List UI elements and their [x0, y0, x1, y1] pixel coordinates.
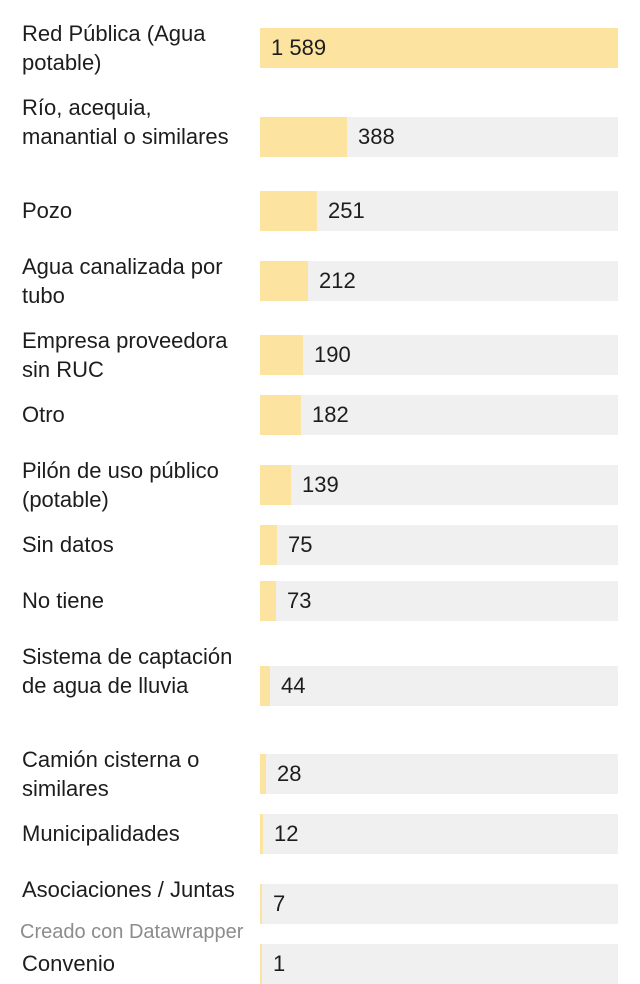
bar [260, 395, 301, 435]
bar-track: 190 [260, 335, 618, 375]
category-label: Río, acequia, manantial o similares [22, 95, 229, 149]
category-label: Otro [22, 402, 65, 427]
bar [260, 335, 303, 375]
bar [260, 191, 317, 231]
value-label: 1 589 [271, 35, 327, 60]
category-label: Pilón de uso público (potable) [22, 458, 219, 512]
category-label: Camión cisterna o similares [22, 747, 200, 801]
bar-track: 12 [260, 814, 618, 854]
value-label: 190 [314, 342, 351, 367]
bar [260, 754, 266, 794]
bar [260, 884, 262, 924]
value-label: 182 [312, 402, 349, 427]
value-label: 139 [302, 472, 339, 497]
bar-track: 182 [260, 395, 618, 435]
category-label: Agua canalizada por tubo [22, 254, 223, 308]
category-label: Convenio [22, 951, 115, 976]
bar-track: 75 [260, 525, 618, 565]
bar-track: 251 [260, 191, 618, 231]
bar [260, 944, 262, 984]
bar-track: 7 [260, 884, 618, 924]
value-label: 388 [358, 124, 395, 149]
bar-track: 1 [260, 944, 618, 984]
value-label: 7 [273, 891, 286, 916]
category-label: Sin datos [22, 532, 114, 557]
bar [260, 465, 291, 505]
bar-track: 28 [260, 754, 618, 794]
category-label: Red Pública (Agua potable) [22, 21, 206, 75]
datawrapper-credit: Creado con Datawrapper [20, 921, 244, 943]
bar [260, 261, 308, 301]
bar [260, 28, 618, 68]
value-label: 28 [277, 761, 302, 786]
bar-track: 44 [260, 666, 618, 706]
value-label: 12 [274, 821, 299, 846]
bar [260, 814, 263, 854]
bar [260, 666, 270, 706]
bar-track: 73 [260, 581, 618, 621]
value-label: 212 [319, 268, 356, 293]
bar-track: 1 589 [260, 28, 618, 68]
bar [260, 117, 347, 157]
category-label: Empresa proveedora sin RUC [22, 328, 228, 382]
value-label: 73 [287, 588, 312, 613]
category-label: No tiene [22, 588, 104, 613]
category-label: Municipalidades [22, 821, 180, 846]
value-label: 75 [288, 532, 313, 557]
bar-track: 388 [260, 117, 618, 157]
horizontal-bar-chart: Red Pública (Agua potable) 1 589 Río, aceq… [22, 21, 618, 984]
category-label: Pozo [22, 198, 73, 223]
category-label: Asociaciones / Juntas [22, 877, 235, 902]
bar-track: 139 [260, 465, 618, 505]
bar [260, 525, 277, 565]
value-label: 1 [273, 951, 286, 976]
value-label: 251 [328, 198, 365, 223]
value-label: 44 [281, 673, 306, 698]
category-label: Sistema de captación de agua de lluvia [22, 644, 233, 698]
bar [260, 581, 276, 621]
bar-track: 212 [260, 261, 618, 301]
